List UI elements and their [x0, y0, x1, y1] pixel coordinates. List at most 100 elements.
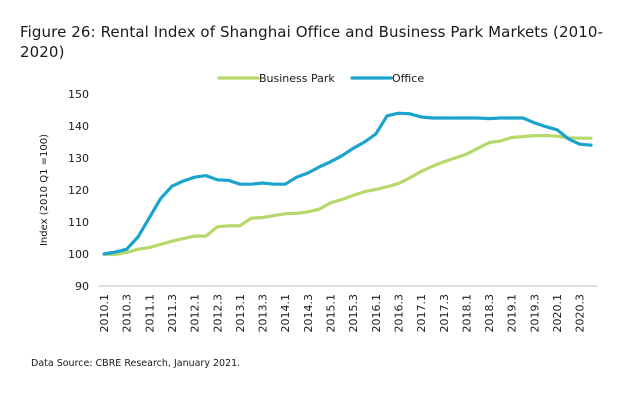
legend: Business Park Office	[217, 72, 424, 85]
series-line-office	[102, 111, 593, 256]
x-tick-label: 2018.3	[483, 294, 496, 333]
y-tick-label: 120	[68, 184, 89, 197]
data-point-office	[148, 217, 151, 219]
data-point-business-park	[148, 246, 151, 249]
data-point-office	[295, 176, 298, 178]
data-point-business-park	[329, 202, 332, 204]
data-point-business-park	[250, 217, 252, 219]
data-point-office	[420, 116, 422, 118]
data-point-business-park	[397, 182, 400, 185]
data-point-business-park	[341, 198, 343, 201]
data-point-office	[171, 185, 173, 187]
data-point-office	[533, 122, 536, 124]
x-axis-ticks: 2010.1 2010.3 2011.1 2011.3 2012.1 2012.3 2013…	[98, 294, 587, 333]
data-point-business-park	[556, 135, 558, 137]
x-tick-label: 2020.3	[574, 294, 587, 333]
data-point-business-park	[499, 140, 502, 142]
x-tick-label: 2012.1	[189, 294, 202, 333]
x-tick-label: 2011.3	[166, 294, 179, 333]
x-tick-label: 2018.1	[460, 294, 473, 333]
data-point-business-park	[533, 134, 536, 137]
data-source-note: Data Source: CBRE Research, January 2021…	[31, 358, 241, 369]
data-point-office	[284, 183, 287, 185]
data-point-business-park	[454, 157, 456, 159]
x-tick-label: 2011.1	[143, 294, 156, 333]
data-point-business-park	[476, 147, 479, 150]
x-tick-label: 2013.1	[234, 294, 247, 333]
data-point-business-park	[363, 190, 366, 193]
data-point-business-park	[578, 137, 581, 139]
data-point-office	[125, 248, 128, 250]
data-point-office	[103, 253, 105, 255]
data-point-office	[205, 174, 207, 177]
x-tick-label: 2014.1	[279, 294, 292, 333]
data-point-business-park	[409, 177, 411, 179]
x-tick-label: 2015.1	[325, 294, 338, 333]
x-tick-label: 2019.3	[528, 294, 541, 333]
y-tick-label: 110	[68, 216, 89, 229]
data-point-business-park	[273, 214, 275, 217]
x-tick-label: 2010.3	[121, 294, 134, 333]
data-point-business-park	[318, 208, 321, 210]
y-tick-label: 100	[68, 248, 89, 261]
data-point-business-park	[386, 186, 388, 188]
data-point-business-park	[544, 134, 547, 137]
data-point-business-park	[171, 240, 173, 242]
data-point-office	[443, 117, 445, 119]
y-axis-ticks: 90 100 110 120 130 140 150	[68, 88, 89, 293]
data-point-office	[250, 183, 252, 185]
data-point-business-park	[182, 237, 185, 240]
data-point-office	[261, 182, 264, 184]
data-point-business-park	[295, 212, 298, 215]
data-point-office	[397, 112, 400, 114]
y-tick-label: 130	[68, 152, 89, 165]
data-point-office	[307, 172, 309, 174]
y-tick-label: 140	[68, 120, 89, 133]
data-point-business-park	[261, 216, 264, 219]
data-point-office	[137, 236, 139, 238]
data-point-business-park	[431, 165, 434, 168]
data-point-business-park	[522, 135, 524, 138]
data-point-business-park	[239, 225, 241, 227]
series-line-business-park	[102, 134, 593, 257]
data-point-business-park	[284, 212, 287, 215]
data-point-office	[386, 115, 388, 117]
legend-label-office: Office	[392, 72, 424, 85]
data-point-office	[239, 183, 241, 185]
data-point-office	[375, 133, 377, 135]
data-point-business-park	[114, 253, 117, 256]
data-point-business-park	[205, 235, 207, 237]
data-point-office	[409, 113, 411, 115]
y-axis-label: Index (2010 Q1 =100)	[39, 134, 50, 246]
x-tick-label: 2013.3	[257, 294, 270, 333]
data-point-office	[227, 179, 230, 182]
x-tick-label: 2017.3	[438, 294, 451, 333]
data-point-office	[318, 166, 321, 168]
x-tick-label: 2017.1	[415, 294, 428, 333]
series-lines	[102, 111, 593, 257]
data-point-business-park	[307, 211, 309, 213]
x-tick-label: 2010.1	[98, 294, 111, 333]
data-point-business-park	[443, 161, 445, 163]
x-tick-label: 2012.3	[211, 294, 224, 333]
data-point-office	[114, 251, 117, 253]
data-point-business-park	[465, 153, 468, 155]
data-point-office	[431, 117, 434, 119]
data-point-business-park	[510, 136, 513, 139]
x-tick-label: 2019.1	[506, 294, 519, 333]
data-point-office	[465, 117, 468, 119]
data-point-business-park	[159, 243, 162, 246]
data-point-office	[556, 129, 558, 131]
y-tick-label: 90	[75, 280, 89, 293]
data-point-office	[544, 125, 547, 128]
data-point-business-park	[193, 235, 196, 237]
data-point-business-park	[125, 251, 128, 254]
data-point-office	[193, 176, 196, 178]
data-point-office	[499, 117, 502, 119]
data-point-business-park	[488, 141, 490, 144]
data-point-business-park	[216, 226, 219, 228]
data-point-office	[352, 147, 355, 150]
data-point-office	[454, 117, 456, 119]
data-point-office	[216, 179, 219, 181]
